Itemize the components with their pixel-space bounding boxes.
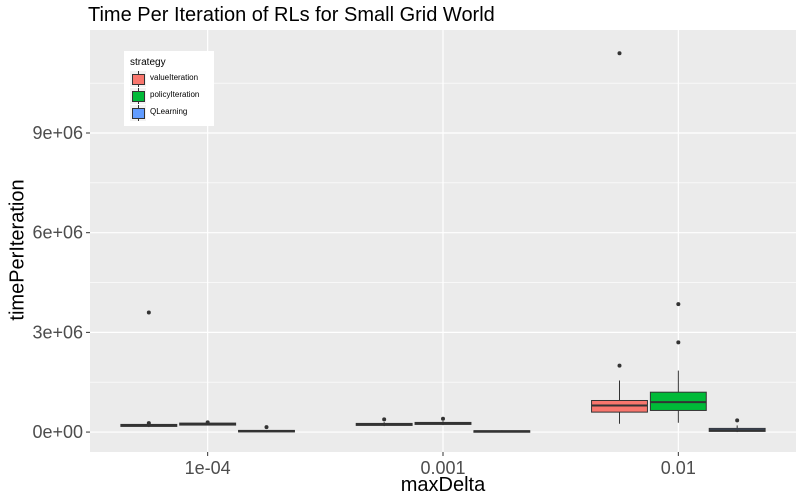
box-outlier [382, 417, 387, 422]
legend-key-value-iteration [130, 71, 146, 87]
legend-swatch-value-iteration [132, 74, 145, 85]
legend-swatch-qlearning [132, 108, 145, 119]
box-outlier [617, 51, 622, 56]
legend-label-policy-iteration: policyIteration [150, 90, 200, 99]
legend-item-value-iteration: valueIteration [130, 71, 214, 87]
legend-item-qlearning: QLearning [130, 105, 214, 121]
box-outlier [146, 310, 151, 315]
legend-label-qlearning: QLearning [150, 107, 188, 116]
x-tick-label: 0.001 [420, 458, 465, 478]
y-tick-label: 6e+06 [32, 223, 83, 243]
box-outlier [146, 421, 151, 426]
x-tick-label: 0.01 [661, 458, 696, 478]
box-outlier [205, 420, 210, 425]
box-outlier [676, 340, 681, 345]
box-outlier [264, 425, 269, 430]
box-outlier [441, 416, 445, 421]
legend-key-qlearning [130, 105, 146, 121]
legend-item-policy-iteration: policyIteration [130, 88, 214, 104]
box-outlier [676, 302, 681, 307]
legend-key-policy-iteration [130, 88, 146, 104]
chart-title: Time Per Iteration of RLs for Small Grid… [88, 4, 495, 26]
y-tick-label: 0e+00 [32, 422, 83, 442]
box-outlier [617, 363, 622, 368]
legend-swatch-policy-iteration [132, 91, 145, 102]
legend: strategy valueIteration policyIteration … [124, 51, 214, 126]
y-tick-label: 3e+06 [32, 322, 83, 342]
x-axis-label: maxDelta [400, 474, 486, 496]
y-axis-label: timePerIteration [6, 179, 29, 321]
y-tick-label: 9e+06 [32, 123, 83, 143]
box-outlier [735, 418, 740, 423]
legend-title: strategy [130, 57, 166, 68]
legend-label-value-iteration: valueIteration [150, 73, 199, 82]
x-tick-label: 1e-04 [185, 458, 231, 478]
